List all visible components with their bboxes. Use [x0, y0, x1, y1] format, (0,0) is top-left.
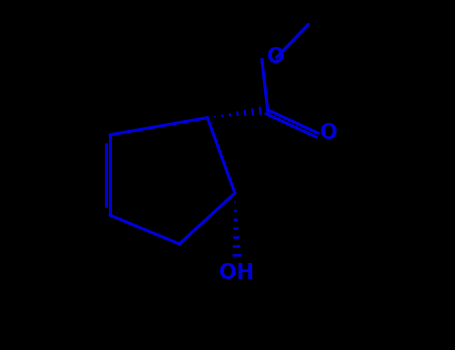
Text: O: O: [320, 123, 338, 143]
Text: OH: OH: [219, 263, 254, 283]
Text: O: O: [267, 47, 284, 68]
